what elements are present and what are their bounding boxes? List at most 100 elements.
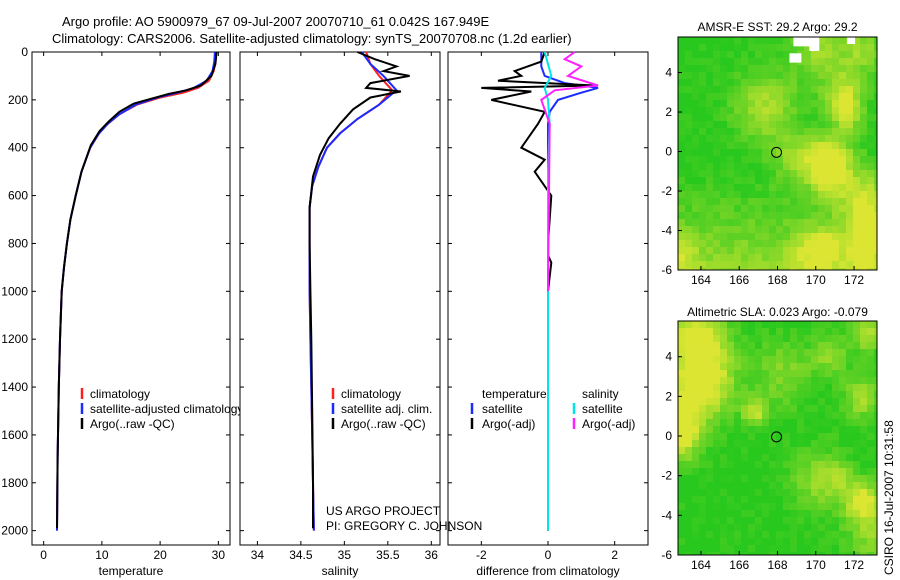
heatmap-cell [748, 545, 755, 552]
heatmap-cell [797, 240, 804, 247]
heatmap-cell [713, 44, 720, 51]
heatmap-cell [699, 247, 706, 254]
heatmap-cell [783, 65, 790, 72]
heatmap-cell [874, 419, 877, 426]
heatmap-cell [811, 426, 818, 433]
heatmap-cell [797, 254, 804, 261]
heatmap-cell [867, 79, 874, 86]
heatmap-cell [790, 405, 797, 412]
heatmap-cell [699, 170, 706, 177]
heatmap-cell [748, 419, 755, 426]
heatmap-cell [874, 100, 877, 107]
heatmap-cell [720, 510, 727, 517]
heatmap-cell [860, 524, 867, 531]
heatmap-cell [783, 475, 790, 482]
heatmap-cell [797, 86, 804, 93]
heatmap-cell [685, 538, 692, 545]
heatmap-cell [846, 440, 853, 447]
heatmap-cell [727, 447, 734, 454]
heatmap-cell [706, 468, 713, 475]
heatmap-cell [804, 433, 811, 440]
heatmap-cell [853, 177, 860, 184]
heatmap-cell [790, 475, 797, 482]
heatmap-cell [734, 454, 741, 461]
heatmap-cell [713, 517, 720, 524]
heatmap-cell [755, 468, 762, 475]
heatmap-cell [839, 135, 846, 142]
heatmap-cell [832, 44, 839, 51]
heatmap-cell [783, 191, 790, 198]
heatmap-cell [867, 510, 874, 517]
heatmap-cell [853, 545, 860, 552]
heatmap-cell [867, 93, 874, 100]
heatmap-cell [783, 370, 790, 377]
y-tick-label: -6 [661, 263, 672, 277]
heatmap-cell [769, 233, 776, 240]
heatmap-cell [776, 72, 783, 79]
heatmap-cell [713, 107, 720, 114]
heatmap-cell [790, 86, 797, 93]
heatmap-cell [804, 503, 811, 510]
heatmap-cell [846, 198, 853, 205]
heatmap-cell [867, 191, 874, 198]
heatmap-cell [769, 335, 776, 342]
heatmap-cell [727, 100, 734, 107]
heatmap-cell [811, 440, 818, 447]
figure-title-line1: Argo profile: AO 5900979_67 09-Jul-2007 … [62, 14, 490, 29]
heatmap-cell [811, 212, 818, 219]
heatmap-cell [692, 335, 699, 342]
heatmap-cell [846, 384, 853, 391]
heatmap-cell [727, 219, 734, 226]
heatmap-cell [846, 342, 853, 349]
heatmap-cell [734, 72, 741, 79]
heatmap-cell [692, 398, 699, 405]
heatmap-cell [790, 191, 797, 198]
heatmap-cell [790, 342, 797, 349]
heatmap-cell [783, 321, 790, 328]
heatmap-cell [839, 114, 846, 121]
heatmap-cell [853, 128, 860, 135]
heatmap-cell [713, 142, 720, 149]
heatmap-cell [741, 321, 748, 328]
heatmap-cell [741, 419, 748, 426]
heatmap-cell [853, 370, 860, 377]
heatmap-cell [734, 268, 741, 270]
heatmap-cell [818, 93, 825, 100]
heatmap-cell [776, 552, 783, 555]
heatmap-cell [776, 51, 783, 58]
heatmap-cell [804, 142, 811, 149]
heatmap-cell [825, 79, 832, 86]
heatmap-cell [692, 37, 699, 44]
heatmap-cell [734, 163, 741, 170]
heatmap-cell [720, 468, 727, 475]
heatmap-cell [839, 531, 846, 538]
heatmap-cell [692, 503, 699, 510]
heatmap-cell [818, 510, 825, 517]
heatmap-cell [692, 268, 699, 270]
heatmap-cell [783, 531, 790, 538]
heatmap-cell [804, 86, 811, 93]
heatmap-cell [790, 254, 797, 261]
heatmap-cell [748, 356, 755, 363]
heatmap-cell [741, 384, 748, 391]
heatmap-cell [678, 100, 685, 107]
heatmap-cell [818, 72, 825, 79]
heatmap-cell [748, 426, 755, 433]
heatmap-cell [755, 107, 762, 114]
heatmap-cell [860, 321, 867, 328]
heatmap-cell [783, 384, 790, 391]
heatmap-cell [804, 72, 811, 79]
heatmap-cell [874, 440, 877, 447]
heatmap-cell [832, 405, 839, 412]
heatmap-cell [867, 531, 874, 538]
heatmap-cell [874, 377, 877, 384]
heatmap-cell [769, 468, 776, 475]
heatmap-cell [853, 412, 860, 419]
heatmap-cell [699, 149, 706, 156]
heatmap-cell [741, 191, 748, 198]
heatmap-cell [678, 440, 685, 447]
heatmap-cell [797, 65, 804, 72]
heatmap-cell [874, 545, 877, 552]
heatmap-cell [734, 545, 741, 552]
heatmap-cell [741, 163, 748, 170]
